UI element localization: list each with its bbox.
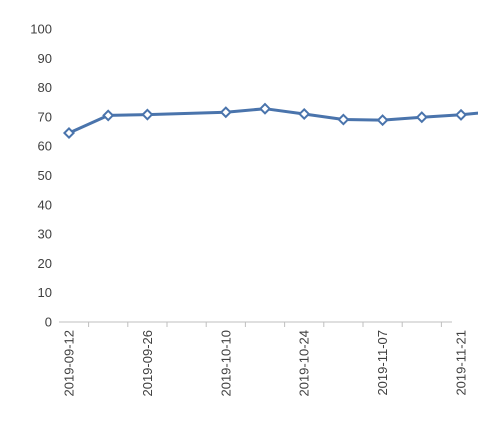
- y-tick-label: 10: [38, 285, 52, 300]
- x-axis: 2019-09-12 2019-09-26 2019-10-10 2019-10-24…: [59, 322, 478, 397]
- x-tick-label: 2019-09-12: [62, 330, 77, 397]
- y-tick-label: 50: [38, 168, 52, 183]
- x-tick-label: 2019-11-07: [375, 330, 390, 396]
- x-tick-label: 2019-11-21: [454, 330, 469, 396]
- data-point-marker: [456, 110, 465, 119]
- data-point-marker: [104, 111, 113, 120]
- data-point-marker: [378, 116, 387, 125]
- data-point-marker: [221, 108, 230, 117]
- data-point-marker: [417, 113, 426, 122]
- y-tick-label: 70: [38, 109, 52, 124]
- data-point-marker: [143, 110, 152, 119]
- y-tick-label: 80: [38, 80, 52, 95]
- y-tick-label: 90: [38, 51, 52, 66]
- y-axis: 0 10 20 30 40 50 60 70 80 90 100: [30, 22, 52, 330]
- data-point-marker: [260, 104, 269, 113]
- x-tick-label: 2019-10-10: [218, 330, 233, 397]
- x-tick-label: 2019-10-24: [297, 330, 312, 397]
- data-point-marker: [300, 109, 309, 118]
- y-tick-label: 60: [38, 139, 52, 154]
- y-tick-label: 0: [45, 315, 52, 330]
- series-line: [69, 104, 478, 295]
- y-tick-label: 100: [30, 22, 52, 37]
- y-tick-label: 20: [38, 256, 52, 271]
- x-tick-label: 2019-09-26: [140, 330, 155, 397]
- data-point-marker: [339, 115, 348, 124]
- y-tick-label: 30: [38, 227, 52, 242]
- data-point-marker: [64, 128, 73, 137]
- y-tick-label: 40: [38, 197, 52, 212]
- series-group: [64, 99, 478, 299]
